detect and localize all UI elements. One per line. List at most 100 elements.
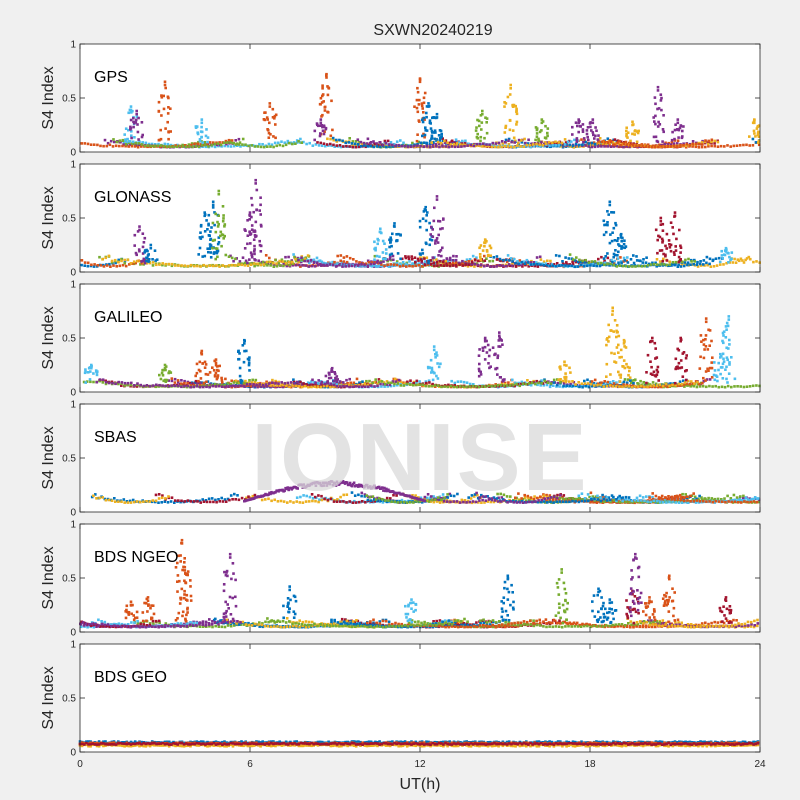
data-point [494,383,497,386]
data-point [247,363,251,367]
data-point [170,384,174,387]
data-point [438,139,441,142]
data-point [744,258,747,262]
data-point [620,355,623,359]
data-point [484,145,487,148]
data-point [294,263,298,267]
data-point [679,359,683,362]
data-point [389,141,393,144]
data-point [506,95,510,99]
data-point [686,495,689,498]
data-point [420,118,424,122]
data-point [319,262,322,266]
data-point [380,380,384,383]
data-point [147,260,150,263]
data-point [151,264,155,267]
data-point [259,213,262,216]
data-point [300,385,304,389]
data-point [574,121,578,124]
data-point [442,500,446,503]
data-point [169,500,173,503]
data-point [609,145,613,148]
data-point [504,264,508,268]
data-point [574,260,578,264]
data-point [742,497,745,500]
data-point [214,385,218,388]
data-point [726,324,730,328]
data-point [341,263,345,266]
data-point [683,496,686,499]
data-point [138,249,141,253]
data-point [360,142,364,146]
data-point [616,330,619,334]
data-point [269,133,272,136]
data-point [623,141,626,144]
data-point [497,145,500,149]
data-point [744,500,748,504]
data-point [478,348,481,351]
data-point [571,263,575,266]
data-point [415,379,419,383]
data-point [364,142,367,146]
data-point [628,376,632,379]
data-point [489,265,492,268]
data-point [665,232,669,236]
data-point [483,254,486,258]
data-point [133,136,136,139]
data-point [477,119,481,123]
data-point [608,200,612,204]
data-point [654,261,657,265]
data-point [417,119,421,122]
data-point [535,128,539,132]
data-point [600,381,603,384]
data-point [731,261,735,264]
data-point [348,137,351,140]
data-point [160,96,164,99]
data-point [300,256,303,259]
data-point [455,142,459,145]
data-point [366,259,370,263]
data-point [696,380,699,384]
data-point [373,385,376,388]
data-point [416,90,420,94]
data-point [589,491,593,495]
data-point [631,120,634,124]
data-point [708,257,712,261]
data-point [380,263,383,266]
data-point [161,263,164,267]
data-point [613,143,616,146]
data-point [583,382,587,385]
data-point [162,368,165,372]
data-point [489,365,492,368]
data-point [186,382,189,385]
data-point [310,493,314,496]
data-point [435,496,439,500]
data-point [159,128,162,132]
data-point [624,140,628,144]
data-point [105,144,109,148]
data-point [733,377,737,381]
data-point [221,381,224,384]
data-point [491,141,495,145]
data-point [638,144,641,147]
data-point [617,334,621,338]
data-point [621,246,624,249]
data-point [376,242,379,246]
data-point [606,221,609,224]
data-point [145,259,148,263]
data-point [436,259,439,263]
data-point [493,145,497,149]
data-point [83,142,87,145]
data-point [502,384,506,387]
data-point [432,261,436,264]
data-point [291,262,295,265]
data-point [259,263,262,267]
data-point [660,262,664,266]
data-point [478,246,481,250]
data-point [120,381,124,384]
data-point [84,381,87,384]
data-point [109,139,113,143]
data-point [422,210,426,213]
data-point [725,261,728,265]
data-point [495,258,499,261]
